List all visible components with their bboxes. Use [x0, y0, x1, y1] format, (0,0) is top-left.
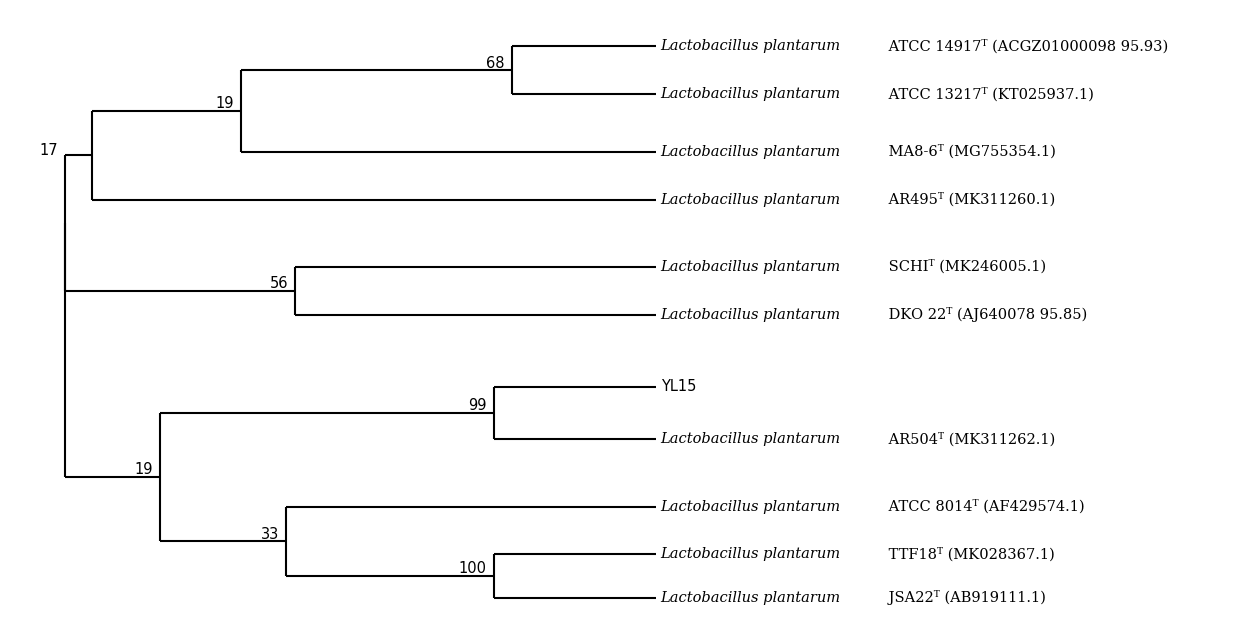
Text: Lactobacillus plantarum: Lactobacillus plantarum: [661, 500, 841, 513]
Text: SCHIᵀ (MK246005.1): SCHIᵀ (MK246005.1): [884, 260, 1045, 274]
Text: ATCC 8014ᵀ (AF429574.1): ATCC 8014ᵀ (AF429574.1): [884, 499, 1084, 514]
Text: AR504ᵀ (MK311262.1): AR504ᵀ (MK311262.1): [884, 432, 1055, 446]
Text: AR495ᵀ (MK311260.1): AR495ᵀ (MK311260.1): [884, 193, 1055, 207]
Text: DKO 22ᵀ (AJ640078 95.85): DKO 22ᵀ (AJ640078 95.85): [884, 307, 1087, 322]
Text: TTF18ᵀ (MK028367.1): TTF18ᵀ (MK028367.1): [884, 547, 1054, 562]
Text: 100: 100: [459, 562, 486, 576]
Text: ATCC 14917ᵀ (ACGZ01000098 95.93): ATCC 14917ᵀ (ACGZ01000098 95.93): [884, 39, 1168, 53]
Text: Lactobacillus plantarum: Lactobacillus plantarum: [661, 39, 841, 53]
Text: MA8-6ᵀ (MG755354.1): MA8-6ᵀ (MG755354.1): [884, 145, 1055, 159]
Text: 56: 56: [269, 276, 288, 291]
Text: JSA22ᵀ (AB919111.1): JSA22ᵀ (AB919111.1): [884, 590, 1045, 605]
Text: Lactobacillus plantarum: Lactobacillus plantarum: [661, 308, 841, 322]
Text: 19: 19: [134, 462, 153, 477]
Text: Lactobacillus plantarum: Lactobacillus plantarum: [661, 591, 841, 605]
Text: 33: 33: [260, 527, 279, 542]
Text: 99: 99: [467, 399, 486, 413]
Text: 17: 17: [40, 143, 58, 158]
Text: YL15: YL15: [661, 379, 696, 394]
Text: Lactobacillus plantarum: Lactobacillus plantarum: [661, 432, 841, 446]
Text: Lactobacillus plantarum: Lactobacillus plantarum: [661, 88, 841, 101]
Text: Lactobacillus plantarum: Lactobacillus plantarum: [661, 260, 841, 274]
Text: Lactobacillus plantarum: Lactobacillus plantarum: [661, 145, 841, 159]
Text: ATCC 13217ᵀ (KT025937.1): ATCC 13217ᵀ (KT025937.1): [884, 87, 1094, 102]
Text: Lactobacillus plantarum: Lactobacillus plantarum: [661, 547, 841, 562]
Text: 19: 19: [216, 97, 234, 111]
Text: Lactobacillus plantarum: Lactobacillus plantarum: [661, 193, 841, 207]
Text: 68: 68: [486, 55, 505, 71]
